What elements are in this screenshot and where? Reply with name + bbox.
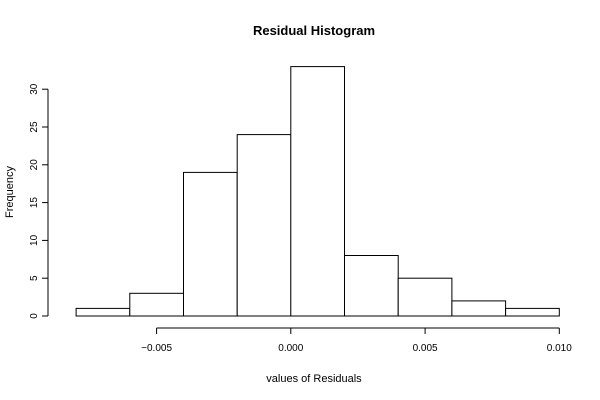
x-tick-label-0: −0.005 xyxy=(141,343,172,354)
y-axis-label: Frequency xyxy=(4,166,16,218)
y-tick-label-6: 30 xyxy=(29,83,40,95)
histogram-bar-3 xyxy=(236,134,292,317)
bars-group xyxy=(75,66,560,317)
x-tick-label-2: 0.005 xyxy=(413,343,438,354)
chart-title: Residual Histogram xyxy=(253,23,375,38)
x-axis-label: values of Residuals xyxy=(266,373,362,385)
y-tick-label-3: 15 xyxy=(29,197,40,209)
histogram-bar-1 xyxy=(129,292,185,317)
y-axis: 0 5 10 15 20 25 30 xyxy=(29,83,49,319)
histogram-bar-4 xyxy=(290,66,345,317)
histogram-bar-8 xyxy=(505,307,560,317)
x-tick-label-3: 0.010 xyxy=(547,343,572,354)
histogram-bar-7 xyxy=(451,300,507,317)
x-tick-label-1: 0.000 xyxy=(278,343,303,354)
y-tick-label-5: 25 xyxy=(29,121,40,133)
histogram-bar-6 xyxy=(397,277,453,317)
y-tick-label-2: 10 xyxy=(29,234,40,246)
x-axis: −0.005 0.000 0.005 0.010 xyxy=(141,327,572,354)
histogram-bar-0 xyxy=(75,307,131,317)
y-tick-label-1: 5 xyxy=(29,275,40,281)
histogram-bar-2 xyxy=(183,171,238,317)
y-tick-label-4: 20 xyxy=(29,159,40,171)
histogram-bar-5 xyxy=(344,255,399,317)
y-tick-label-0: 0 xyxy=(29,313,40,319)
